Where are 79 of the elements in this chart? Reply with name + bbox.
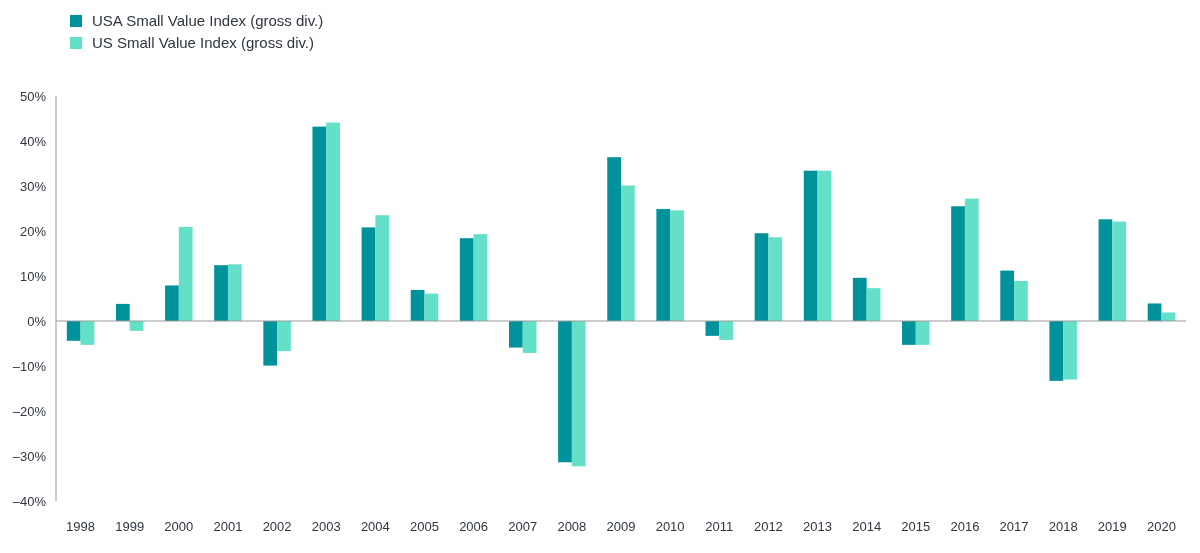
x-tick-label: 1998 (66, 519, 96, 534)
bar (915, 321, 930, 345)
x-tick-label: 2007 (508, 519, 538, 534)
x-tick-label: 2001 (213, 519, 243, 534)
x-tick-label: 2020 (1146, 519, 1176, 534)
bar (558, 321, 572, 463)
x-tick-label: 2019 (1097, 519, 1127, 534)
bar (571, 321, 586, 467)
bar (115, 303, 130, 321)
bar (866, 288, 881, 321)
bar (1161, 312, 1176, 321)
bar (768, 237, 783, 321)
bar (277, 321, 291, 352)
bar (1049, 321, 1064, 381)
bar (964, 198, 979, 321)
y-tick-label: 0% (27, 313, 47, 329)
x-tick-label: 2009 (606, 519, 636, 534)
bar (312, 126, 327, 321)
bar (424, 293, 439, 321)
bar (66, 321, 81, 341)
bar (1098, 219, 1113, 321)
x-tick-label: 2002 (262, 519, 292, 534)
bar (670, 210, 684, 321)
bar (227, 264, 242, 321)
x-tick-label: 2017 (999, 519, 1029, 534)
bar (621, 185, 635, 321)
legend-label: USA Small Value Index (gross div.) (92, 12, 324, 29)
x-tick-label: 2000 (164, 519, 194, 534)
x-tick-label: 2010 (655, 519, 685, 534)
y-tick-label: –20% (12, 403, 47, 419)
x-tick-label: 2003 (311, 519, 341, 534)
bar (1112, 221, 1127, 321)
x-tick-label: 2006 (459, 519, 489, 534)
bar (754, 233, 769, 321)
bar (803, 170, 818, 321)
bar (165, 285, 179, 321)
x-tick-label: 2012 (753, 519, 783, 534)
bar (719, 321, 734, 340)
x-tick-label: 2016 (950, 519, 980, 534)
bar (375, 215, 390, 321)
x-tick-label: 2004 (360, 519, 390, 534)
y-tick-label: 50% (19, 88, 47, 104)
x-tick-label: 2014 (852, 519, 882, 534)
y-tick-label: 10% (19, 268, 47, 284)
y-tick-label: 20% (19, 223, 47, 239)
bar (902, 321, 916, 345)
x-tick-label: 2008 (557, 519, 587, 534)
bar (1000, 270, 1015, 321)
bar (1147, 303, 1162, 321)
y-tick-label: –10% (12, 358, 47, 374)
bar (817, 170, 832, 321)
bar (178, 226, 193, 321)
y-tick-label: –30% (12, 448, 47, 464)
bar (473, 234, 488, 321)
bar (607, 157, 621, 321)
bar (1063, 321, 1077, 380)
legend-label: US Small Value Index (gross div.) (92, 34, 315, 51)
bar (656, 208, 671, 321)
bar (263, 321, 278, 366)
y-tick-label: 30% (19, 178, 47, 194)
x-tick-label: 1999 (115, 519, 145, 534)
y-tick-label: 40% (19, 133, 47, 149)
x-tick-label: 2005 (410, 519, 439, 534)
bar (1014, 280, 1028, 321)
x-tick-label: 2015 (901, 519, 931, 534)
x-tick-label: 2018 (1048, 519, 1078, 534)
bar (214, 265, 228, 321)
x-tick-label: 2011 (705, 519, 734, 534)
y-tick-label: –40% (12, 493, 47, 509)
bar (410, 289, 425, 321)
bar (326, 122, 340, 321)
bar (361, 227, 376, 321)
bar (459, 238, 474, 321)
bar (80, 321, 95, 345)
bar (852, 277, 867, 321)
bar (951, 206, 965, 321)
x-tick-label: 2013 (803, 519, 832, 534)
bar (522, 321, 537, 353)
bar (508, 321, 523, 348)
